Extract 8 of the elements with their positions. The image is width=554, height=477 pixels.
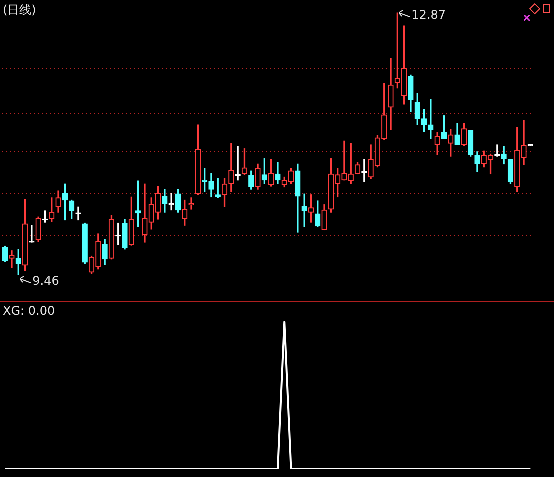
annotation: 12.87 bbox=[412, 8, 446, 22]
candlestick bbox=[302, 194, 308, 228]
chart-title: (日线) bbox=[3, 2, 36, 19]
chart-title: XG: 0.00 bbox=[3, 304, 56, 318]
candlestick bbox=[9, 250, 15, 268]
candlestick bbox=[428, 99, 434, 140]
annotation: 9.46 bbox=[32, 274, 60, 288]
candlestick bbox=[29, 225, 35, 243]
